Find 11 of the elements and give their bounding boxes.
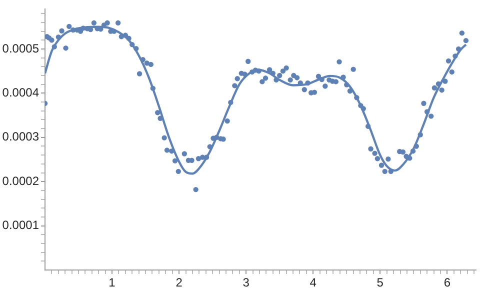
y-tick-label: 0.0001 [2, 218, 40, 232]
x-tick-label: 2 [176, 276, 183, 289]
y-tick-label: 0.0002 [2, 174, 40, 188]
y-tick-label: 0.0003 [2, 130, 40, 144]
x-tick-label: 5 [376, 276, 384, 289]
x-tick-label: 1 [108, 276, 116, 289]
y-tick-label: 0.0005 [2, 41, 40, 56]
x-tick-label: 6 [444, 276, 451, 289]
y-tick-label: 0.0004 [2, 86, 40, 100]
x-tick-label: 4 [310, 276, 317, 289]
x-tick-label: 3 [242, 276, 250, 289]
